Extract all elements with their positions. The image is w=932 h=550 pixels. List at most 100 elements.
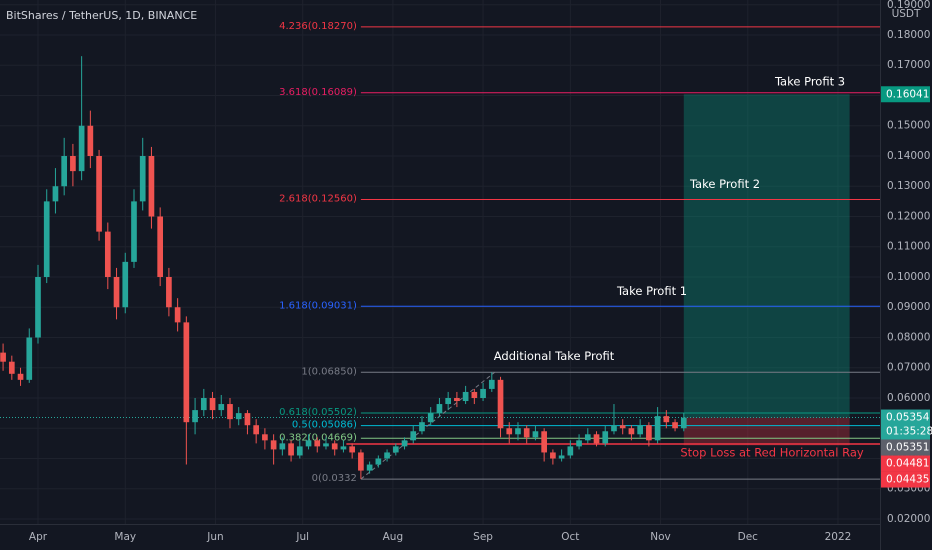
candle-body bbox=[523, 428, 530, 438]
candle-body bbox=[26, 337, 33, 380]
candle-body bbox=[637, 425, 643, 435]
candle-body bbox=[550, 452, 556, 459]
y-tick-label: 0.02000 bbox=[887, 513, 930, 525]
chart-title: BitShares / TetherUS, 1D, BINANCE bbox=[6, 9, 197, 22]
candle-body bbox=[445, 397, 451, 405]
y-tick-label: 0.08000 bbox=[887, 331, 930, 343]
candle-body bbox=[148, 155, 155, 217]
price-tag-label: 0.16041 bbox=[886, 88, 929, 100]
candle-body bbox=[104, 231, 111, 277]
candle-body bbox=[244, 413, 251, 426]
plot: 4.236(0.18270) 3.618(0.16089) 2.618(0.1256… bbox=[0, 0, 880, 524]
candle-body bbox=[680, 417, 687, 429]
candle-body bbox=[427, 413, 434, 423]
candle-body bbox=[515, 428, 521, 435]
candle-body bbox=[0, 352, 6, 362]
candle-body bbox=[672, 422, 678, 429]
x-tick-label: Aug bbox=[383, 531, 404, 543]
candle-body bbox=[78, 125, 85, 172]
candle-body bbox=[410, 431, 417, 441]
candle-body bbox=[131, 201, 137, 262]
y-tick-label: 0.10000 bbox=[887, 271, 930, 283]
x-tick-label: Dec bbox=[738, 531, 759, 543]
fib-label: 1.618(0.09031) bbox=[279, 300, 357, 311]
fib-label: 4.236(0.18270) bbox=[279, 21, 357, 32]
price-tag-label: 0.05351 bbox=[886, 442, 929, 454]
fib-label: 0.5(0.05086) bbox=[292, 420, 357, 431]
x-tick-label: Jul bbox=[295, 531, 309, 543]
candle-body bbox=[262, 434, 268, 441]
x-tick-label: Nov bbox=[650, 531, 671, 543]
fib-label: 1(0.06850) bbox=[301, 366, 357, 377]
price-tag bbox=[881, 471, 930, 488]
annotation: Stop Loss at Red Horizontal Ray bbox=[680, 445, 864, 459]
candle-body bbox=[375, 458, 382, 465]
fib-trend bbox=[360, 371, 496, 480]
candle-body bbox=[331, 443, 338, 450]
candle-body bbox=[43, 201, 50, 277]
candle-body bbox=[558, 455, 565, 459]
candle-body bbox=[488, 379, 495, 389]
candle-body bbox=[593, 434, 600, 444]
price-tag bbox=[881, 409, 930, 440]
x-tick-label: May bbox=[114, 531, 136, 543]
annotation: Take Profit 1 bbox=[616, 284, 687, 298]
candle-body bbox=[314, 440, 321, 447]
fib-label: 0.618(0.05502) bbox=[279, 407, 357, 418]
y-tick-label: 0.06000 bbox=[887, 392, 930, 404]
fib-label: 3.618(0.16089) bbox=[279, 87, 357, 98]
fib-label: 0.382(0.04669) bbox=[279, 432, 357, 443]
y-tick-label: 0.09000 bbox=[887, 301, 930, 313]
price-tag-label: 0.04481 bbox=[886, 458, 929, 470]
candle-body bbox=[480, 388, 486, 398]
currency: USDT bbox=[892, 8, 921, 20]
candle-body bbox=[541, 431, 547, 453]
candle-body bbox=[349, 446, 355, 453]
countdown: 01:35:28 bbox=[886, 426, 932, 438]
y-tick-label: 0.13000 bbox=[887, 180, 930, 192]
y-tick-label: 0.07000 bbox=[887, 362, 930, 374]
price-tag-label: 0.04435 bbox=[886, 474, 929, 486]
candle-body bbox=[139, 155, 146, 202]
candle-body bbox=[584, 434, 591, 441]
candle-body bbox=[401, 440, 408, 447]
y-tick-label: 0.15000 bbox=[887, 120, 930, 132]
y-tick-label: 0.18000 bbox=[887, 29, 930, 41]
candle-body bbox=[619, 425, 626, 429]
candle-body bbox=[392, 446, 399, 453]
target-zone bbox=[683, 94, 850, 418]
price-tag-label: 0.05354 bbox=[886, 412, 930, 424]
candle-body bbox=[218, 404, 225, 411]
candle-body bbox=[157, 216, 164, 277]
candle-body bbox=[576, 440, 582, 447]
fib-label: 0(0.0332 bbox=[312, 473, 357, 484]
annotation: Take Profit 2 bbox=[689, 177, 760, 191]
candle-body bbox=[122, 261, 129, 308]
candle-body bbox=[611, 425, 617, 432]
candle-body bbox=[506, 428, 513, 435]
y-tick-label: 0.17000 bbox=[887, 59, 930, 71]
candle-body bbox=[87, 125, 94, 156]
candle-body bbox=[532, 431, 539, 438]
x-tick-label: Apr bbox=[29, 531, 48, 543]
candle-body bbox=[200, 397, 207, 411]
candle-body bbox=[654, 416, 661, 441]
candle-body bbox=[17, 373, 24, 380]
x-tick-label: Sep bbox=[473, 531, 493, 543]
candle-body bbox=[663, 416, 670, 423]
candle-body bbox=[209, 397, 216, 411]
candle-body bbox=[497, 379, 504, 429]
candle-body bbox=[270, 440, 277, 450]
candle-body bbox=[296, 446, 303, 456]
candle-body bbox=[384, 452, 390, 459]
candle-body bbox=[436, 404, 443, 414]
x-tick-label: 2022 bbox=[825, 531, 852, 543]
candle-body bbox=[253, 425, 260, 435]
fib-label: 2.618(0.12560) bbox=[279, 194, 357, 205]
candle-body bbox=[462, 391, 469, 402]
candle-body bbox=[366, 464, 373, 471]
currency-box bbox=[890, 4, 922, 20]
candle-body bbox=[113, 276, 120, 308]
candle-body bbox=[646, 425, 652, 441]
